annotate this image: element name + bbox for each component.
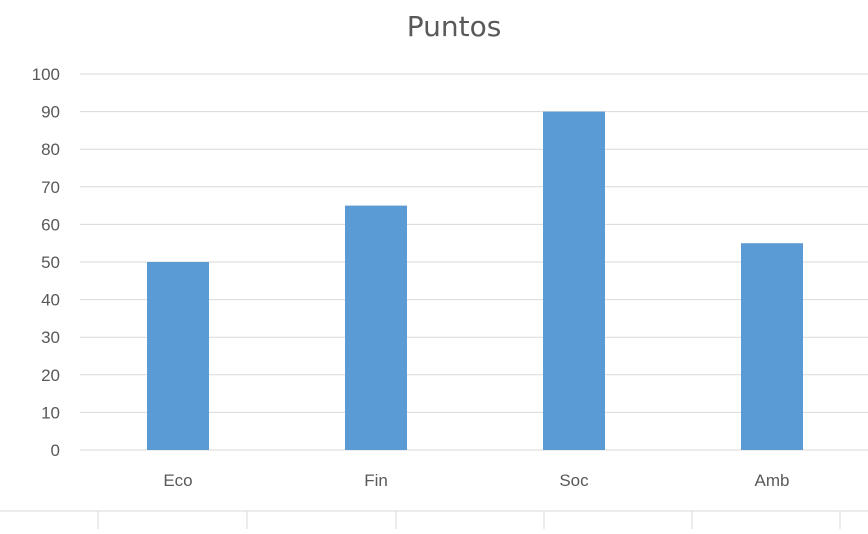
y-tick-label-90: 90 bbox=[41, 103, 60, 122]
y-tick-label-40: 40 bbox=[41, 291, 60, 310]
x-axis-tick-labels: Eco Fin Soc Amb bbox=[163, 471, 789, 490]
y-tick-label-0: 0 bbox=[51, 441, 60, 460]
x-tick-label-eco: Eco bbox=[163, 471, 192, 490]
y-tick-label-100: 100 bbox=[32, 65, 60, 84]
bar-eco bbox=[147, 262, 209, 450]
y-tick-label-80: 80 bbox=[41, 140, 60, 159]
y-axis-tick-labels: 0 10 20 30 40 50 60 70 80 90 100 bbox=[32, 65, 60, 460]
y-tick-label-50: 50 bbox=[41, 253, 60, 272]
y-tick-label-60: 60 bbox=[41, 215, 60, 234]
bar-soc bbox=[543, 111, 605, 450]
bar-fin bbox=[345, 205, 407, 450]
y-tick-label-20: 20 bbox=[41, 366, 60, 385]
gridlines bbox=[80, 73, 868, 451]
chart-title: Puntos bbox=[407, 10, 502, 43]
y-tick-label-70: 70 bbox=[41, 178, 60, 197]
x-tick-label-amb: Amb bbox=[755, 471, 790, 490]
x-tick-label-fin: Fin bbox=[364, 471, 388, 490]
y-tick-label-30: 30 bbox=[41, 328, 60, 347]
bars bbox=[147, 111, 803, 450]
chart-frame-lines bbox=[0, 510, 868, 529]
y-tick-label-10: 10 bbox=[41, 403, 60, 422]
x-tick-label-soc: Soc bbox=[559, 471, 589, 490]
bar-amb bbox=[741, 243, 803, 450]
